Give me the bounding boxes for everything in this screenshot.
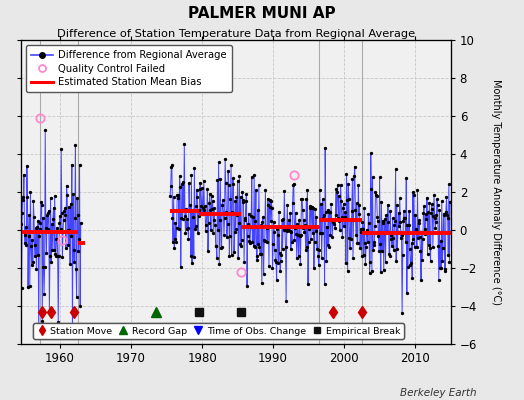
Text: Berkeley Earth: Berkeley Earth (400, 388, 477, 398)
Y-axis label: Monthly Temperature Anomaly Difference (°C): Monthly Temperature Anomaly Difference (… (491, 79, 501, 305)
Legend: Station Move, Record Gap, Time of Obs. Change, Empirical Break: Station Move, Record Gap, Time of Obs. C… (33, 323, 404, 339)
Title: Difference of Station Temperature Data from Regional Average: Difference of Station Temperature Data f… (57, 29, 415, 39)
Text: PALMER MUNI AP: PALMER MUNI AP (188, 6, 336, 21)
